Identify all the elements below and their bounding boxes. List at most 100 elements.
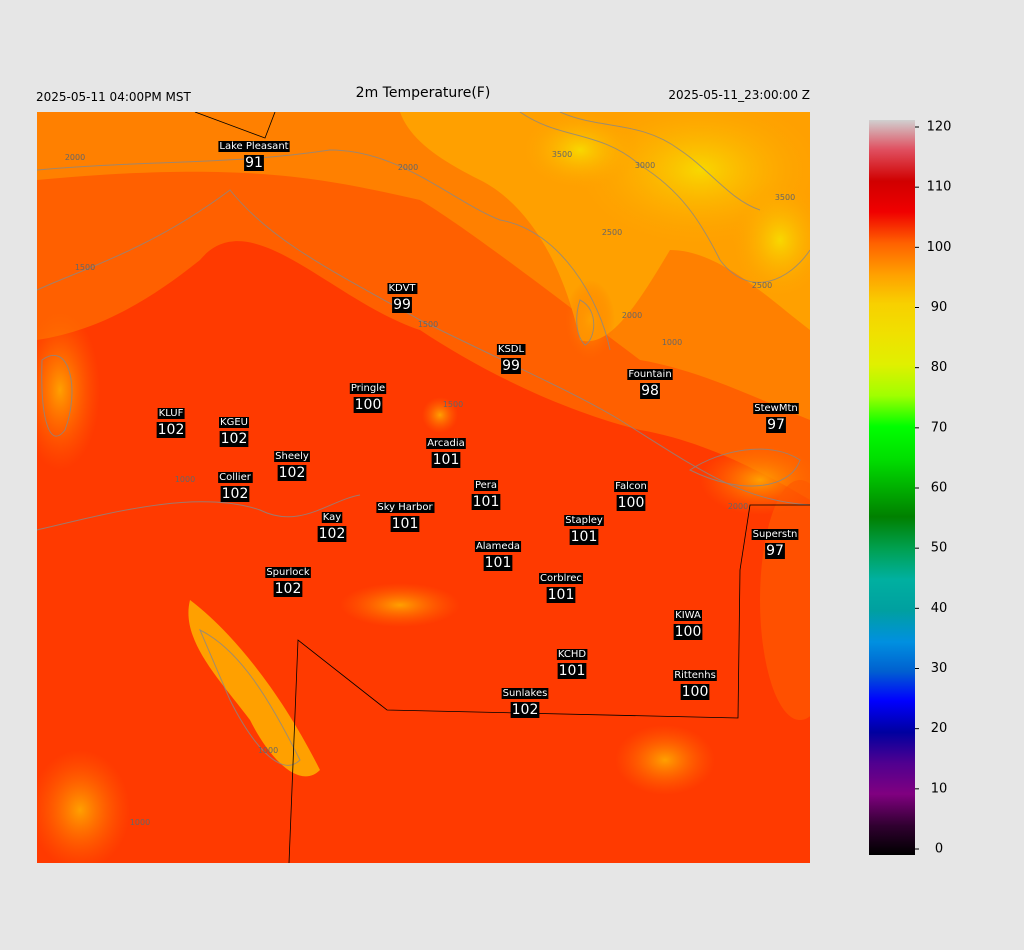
station: Sunlakes 102 bbox=[501, 688, 549, 718]
station-value: 100 bbox=[675, 624, 702, 640]
station-value-bg bbox=[766, 417, 786, 433]
contour-label: 1500 bbox=[75, 263, 95, 272]
station: KCHD 101 bbox=[556, 649, 588, 679]
colorbar-tick-label: 110 bbox=[927, 180, 952, 195]
station-value-bg bbox=[220, 486, 250, 502]
station-value: 102 bbox=[158, 422, 185, 438]
station: Kay 102 bbox=[317, 512, 347, 542]
station: KGEU 102 bbox=[219, 417, 249, 447]
station-value-bg bbox=[483, 555, 513, 571]
contour-label: 2500 bbox=[602, 228, 622, 237]
station-value: 91 bbox=[245, 155, 263, 171]
station-value: 100 bbox=[618, 495, 645, 511]
station-name: Fountain bbox=[628, 369, 671, 380]
station: Arcadia 101 bbox=[426, 438, 466, 468]
station-value-bg bbox=[273, 581, 303, 597]
colorbar-tick-label: 0 bbox=[935, 842, 943, 857]
station-value-bg bbox=[277, 465, 307, 481]
station-label-bg bbox=[321, 512, 343, 523]
station-value: 97 bbox=[766, 543, 784, 559]
station-label-bg bbox=[157, 408, 185, 419]
station-label-bg bbox=[674, 610, 702, 621]
station: Sky Harbor 101 bbox=[376, 502, 435, 532]
station: Corblrec 101 bbox=[539, 573, 583, 603]
colorbar-tick-label: 20 bbox=[931, 721, 948, 736]
station-value: 101 bbox=[548, 587, 575, 603]
colorbar-tick-label: 50 bbox=[931, 541, 948, 556]
station-label-bg bbox=[387, 283, 418, 294]
contour-label: 3000 bbox=[635, 161, 655, 170]
station: Fountain 98 bbox=[627, 369, 673, 399]
station-value: 102 bbox=[512, 702, 539, 718]
station-name: KCHD bbox=[558, 649, 587, 660]
station-name: Superstn bbox=[753, 529, 798, 540]
station-label-bg bbox=[627, 369, 673, 380]
station: KIWA 100 bbox=[673, 610, 703, 640]
contour-label: 3500 bbox=[552, 150, 572, 159]
station-label-bg bbox=[673, 670, 717, 681]
station-value-bg bbox=[501, 358, 521, 374]
station-name: Pera bbox=[475, 480, 497, 491]
station: Lake Pleasant 91 bbox=[218, 141, 290, 171]
station-value-bg bbox=[510, 702, 540, 718]
station-value-bg bbox=[353, 397, 383, 413]
station-value: 102 bbox=[275, 581, 302, 597]
station-value: 101 bbox=[473, 494, 500, 510]
station: Pera 101 bbox=[471, 480, 501, 510]
station-label-bg bbox=[751, 529, 799, 540]
station-label-bg bbox=[556, 649, 588, 660]
contour-label: 1500 bbox=[443, 400, 463, 409]
station-value: 101 bbox=[433, 452, 460, 468]
station: Pringle 100 bbox=[349, 383, 387, 413]
station-value-bg bbox=[546, 587, 576, 603]
station-value-bg bbox=[392, 297, 412, 313]
station-name: Sunlakes bbox=[503, 688, 548, 699]
temperature-map: 2000 2000 3500 3000 3500 2500 2500 2000 1500 1500… bbox=[37, 112, 810, 863]
station-value-bg bbox=[244, 155, 264, 171]
header-right: 2025-05-11_23:00:00 Z bbox=[668, 88, 810, 102]
station-name: KDVT bbox=[388, 283, 416, 294]
station: Stapley 101 bbox=[564, 515, 604, 545]
contour-label: 1000 bbox=[130, 818, 150, 827]
station-name: Sky Harbor bbox=[377, 502, 433, 513]
station-value: 101 bbox=[392, 516, 419, 532]
contour-label: 2000 bbox=[622, 311, 642, 320]
station-name: Arcadia bbox=[427, 438, 465, 449]
colorbar-tick-label: 100 bbox=[927, 240, 952, 255]
station-name: Alameda bbox=[476, 541, 520, 552]
station: Alameda 101 bbox=[474, 541, 522, 571]
station-value: 102 bbox=[221, 431, 248, 447]
station-value-bg bbox=[673, 624, 703, 640]
colorbar-tick-label: 30 bbox=[931, 661, 948, 676]
station: Sheely 102 bbox=[274, 451, 310, 481]
station-label-bg bbox=[376, 502, 435, 513]
station-value: 102 bbox=[279, 465, 306, 481]
station: KSDL 99 bbox=[496, 344, 526, 374]
contour-label: 2000 bbox=[728, 502, 748, 511]
station-label-bg bbox=[564, 515, 604, 526]
station-name: Spurlock bbox=[266, 567, 310, 578]
station-name: KSDL bbox=[498, 344, 525, 355]
station-value: 100 bbox=[682, 684, 709, 700]
station-label-bg bbox=[218, 472, 253, 483]
station-value: 101 bbox=[559, 663, 586, 679]
colorbar bbox=[869, 120, 915, 855]
station-label-bg bbox=[265, 567, 311, 578]
station-label-bg bbox=[426, 438, 466, 449]
station-name: Kay bbox=[323, 512, 342, 523]
station-value-bg bbox=[640, 383, 660, 399]
colorbar-tick-label: 40 bbox=[931, 601, 948, 616]
station-value-bg bbox=[219, 431, 249, 447]
station: Falcon 100 bbox=[614, 481, 648, 511]
station-name: Rittenhs bbox=[674, 670, 716, 681]
contour-label: 2000 bbox=[65, 153, 85, 162]
station-value-bg bbox=[616, 495, 646, 511]
station-value-bg bbox=[680, 684, 710, 700]
station-label-bg bbox=[218, 141, 290, 152]
station-name: Stapley bbox=[565, 515, 603, 526]
station-label-bg bbox=[496, 344, 526, 355]
contour-label: 2500 bbox=[752, 281, 772, 290]
contour-label: 1000 bbox=[175, 475, 195, 484]
contour-label: 1000 bbox=[258, 746, 278, 755]
station-label-bg bbox=[474, 541, 522, 552]
